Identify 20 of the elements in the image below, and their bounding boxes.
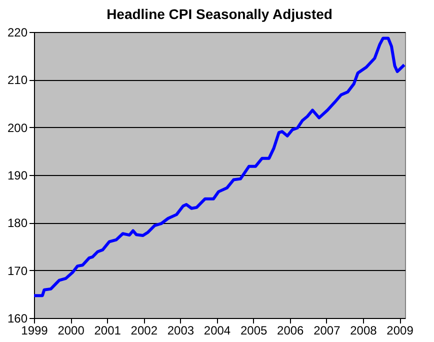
x-tick-label: 2006 [277,324,304,338]
y-tick-label: 160 [7,312,28,326]
x-tick-label: 2001 [94,324,122,338]
x-tick-label: 2003 [167,324,194,338]
x-tick-label: 2005 [240,324,268,338]
y-tick-label: 180 [7,216,28,230]
x-tick-label: 2007 [314,324,341,338]
y-tick-label: 170 [7,264,28,278]
x-tick-label: 2009 [386,324,414,338]
x-tick-label: 2000 [58,324,85,338]
x-tick-label: 2002 [130,324,158,338]
y-tick-label: 190 [7,168,28,182]
y-tick-label: 220 [7,26,28,40]
chart-title: Headline CPI Seasonally Adjusted [106,6,332,22]
x-tick-label: 1999 [21,324,48,338]
x-tick-label: 2008 [350,324,378,338]
y-tick-label: 210 [7,73,28,88]
line-series [32,36,406,298]
y-tick-label: 200 [7,120,28,135]
x-tick-label: 2004 [204,324,231,338]
